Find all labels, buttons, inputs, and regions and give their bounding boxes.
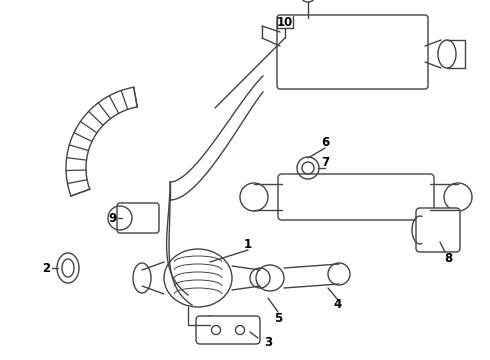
Text: 6: 6 bbox=[321, 135, 329, 148]
Text: 8: 8 bbox=[444, 252, 452, 265]
Text: 4: 4 bbox=[334, 298, 342, 311]
FancyBboxPatch shape bbox=[416, 208, 460, 252]
FancyBboxPatch shape bbox=[278, 174, 434, 220]
Text: 5: 5 bbox=[274, 311, 282, 324]
Text: 9: 9 bbox=[108, 211, 116, 225]
Text: 1: 1 bbox=[244, 238, 252, 252]
Text: 7: 7 bbox=[321, 156, 329, 168]
Text: 3: 3 bbox=[264, 336, 272, 348]
FancyBboxPatch shape bbox=[196, 316, 260, 344]
Text: 10: 10 bbox=[277, 15, 293, 28]
FancyBboxPatch shape bbox=[277, 15, 428, 89]
FancyBboxPatch shape bbox=[117, 203, 159, 233]
Text: 2: 2 bbox=[42, 261, 50, 274]
